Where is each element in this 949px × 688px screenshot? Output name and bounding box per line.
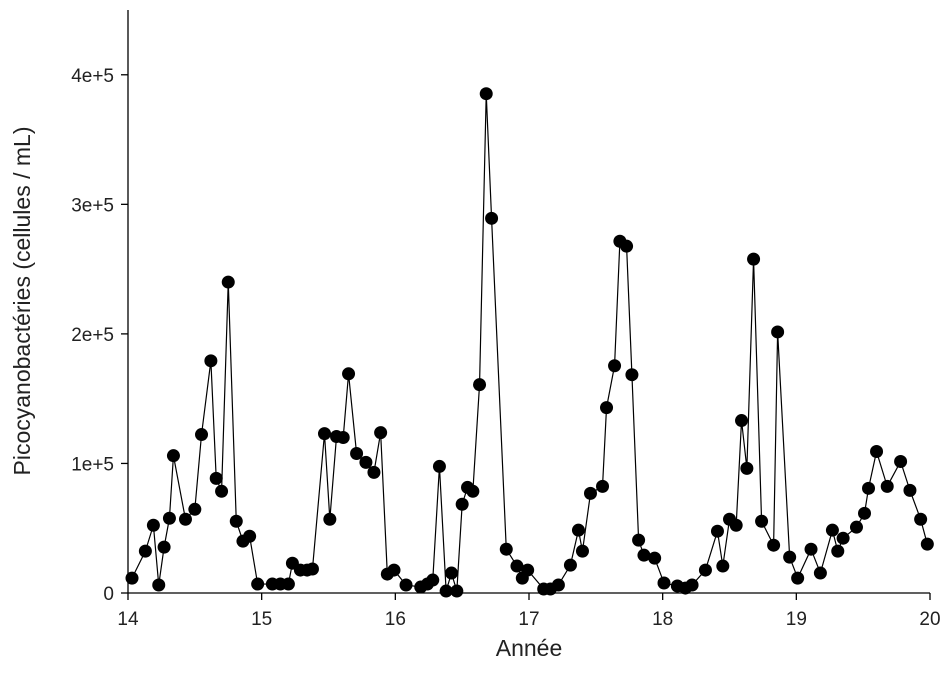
data-point	[637, 548, 651, 562]
data-point	[399, 578, 413, 592]
data-point	[831, 544, 845, 558]
data-point	[813, 566, 827, 580]
data-point	[152, 578, 166, 592]
data-point	[600, 401, 614, 415]
y-tick-label: 3e+5	[71, 195, 114, 216]
data-point	[880, 479, 894, 493]
data-point	[747, 252, 761, 266]
data-point	[215, 484, 229, 498]
data-point	[450, 584, 464, 598]
data-point	[323, 512, 337, 526]
data-point	[914, 512, 928, 526]
data-point	[740, 461, 754, 475]
data-point	[367, 465, 381, 479]
data-point	[209, 471, 223, 485]
x-tick-label: 18	[652, 609, 673, 630]
data-point	[146, 518, 160, 532]
data-point	[426, 573, 440, 587]
data-point	[473, 378, 487, 392]
data-point	[563, 558, 577, 572]
data-point	[608, 359, 622, 373]
data-point	[583, 486, 597, 500]
data-point	[632, 533, 646, 547]
data-point	[125, 571, 139, 585]
data-point	[804, 542, 818, 556]
data-point	[858, 506, 872, 520]
data-point	[466, 484, 480, 498]
x-tick-label: 17	[518, 609, 539, 630]
data-point	[188, 502, 202, 516]
data-point	[920, 537, 934, 551]
data-point	[716, 559, 730, 573]
data-point	[620, 239, 634, 253]
data-point	[771, 325, 785, 339]
data-point	[138, 544, 152, 558]
data-point	[499, 542, 513, 556]
data-point	[685, 578, 699, 592]
data-point	[657, 576, 671, 590]
data-point	[729, 518, 743, 532]
data-line	[131, 93, 928, 592]
data-point	[243, 529, 257, 543]
data-point	[387, 563, 401, 577]
data-point	[698, 563, 712, 577]
y-tick-label: 1e+5	[71, 454, 114, 475]
data-point	[783, 550, 797, 564]
data-point	[359, 455, 373, 469]
data-point	[510, 559, 524, 573]
data-point	[551, 578, 565, 592]
data-point	[439, 584, 453, 598]
y-tick-label: 2e+5	[71, 325, 114, 346]
y-tick-label: 0	[103, 584, 114, 605]
data-point	[342, 367, 356, 381]
data-point	[521, 563, 535, 577]
data-point	[432, 459, 446, 473]
data-point	[305, 562, 319, 576]
data-point	[862, 481, 876, 495]
data-point	[870, 445, 884, 459]
data-point	[374, 426, 388, 440]
data-point	[455, 497, 469, 511]
data-point	[157, 540, 171, 554]
data-point	[894, 455, 908, 469]
data-point	[791, 571, 805, 585]
data-point	[336, 431, 350, 445]
data-point	[735, 414, 749, 428]
data-point	[575, 544, 589, 558]
data-point	[281, 577, 295, 591]
data-point	[162, 511, 176, 525]
data-point	[195, 428, 209, 442]
x-tick-label: 16	[385, 609, 406, 630]
data-point	[836, 531, 850, 545]
y-tick-label: 4e+5	[71, 66, 114, 87]
data-point	[903, 483, 917, 497]
data-point	[204, 354, 218, 368]
data-point	[571, 523, 585, 537]
data-point	[479, 87, 493, 101]
data-point	[229, 514, 243, 528]
data-point	[178, 512, 192, 526]
y-axis-label: Picocyanobactéries (cellules / mL)	[9, 127, 35, 476]
data-point	[444, 566, 458, 580]
x-tick-label: 14	[117, 609, 139, 630]
x-tick-label: 20	[919, 609, 940, 630]
x-tick-label: 15	[251, 609, 272, 630]
data-point	[825, 523, 839, 537]
data-point	[166, 449, 180, 463]
data-point	[767, 538, 781, 552]
data-point	[625, 368, 639, 382]
data-point	[317, 427, 331, 441]
data-point	[596, 479, 610, 493]
data-point	[251, 577, 265, 591]
data-point	[755, 514, 769, 528]
data-point	[648, 551, 662, 565]
data-point	[221, 275, 235, 289]
data-point	[849, 520, 863, 534]
data-point	[485, 211, 499, 225]
data-point	[350, 446, 364, 460]
x-axis-label: Année	[496, 635, 563, 661]
data-point	[710, 524, 724, 538]
x-tick-label: 19	[786, 609, 807, 630]
